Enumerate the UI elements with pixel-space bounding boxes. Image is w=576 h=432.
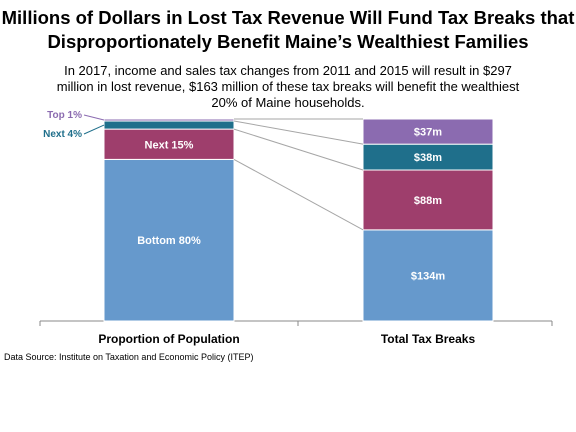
connector-line (233, 128, 364, 171)
data-label: Next 15% (145, 139, 194, 151)
data-label: Bottom 80% (137, 235, 201, 247)
connector-line (233, 158, 364, 231)
data-label: $38m (414, 152, 442, 164)
side-label-pointer (83, 114, 105, 121)
data-source-note: Data Source: Institute on Taxation and E… (4, 352, 254, 362)
title-line-2: Disproportionately Benefit Maine’s Wealt… (47, 31, 529, 52)
data-label: $134m (411, 270, 445, 282)
side-label-next-4: Next 4% (43, 129, 82, 140)
bar-segment-next-15-tax-breaks (362, 169, 494, 231)
connector-line (233, 120, 364, 145)
subtitle-line-2: million in lost revenue, $163 million of… (56, 79, 520, 94)
bar-segment-bottom-80-population (103, 158, 235, 322)
bar-segment-next-15-population (103, 128, 235, 160)
bar-segment-next-4-population (103, 120, 235, 130)
x-tick-label: Total Tax Breaks (381, 332, 476, 346)
bar-segment-bottom-80-tax-breaks (362, 229, 494, 322)
subtitle-line-3: 20% of Maine households. (211, 95, 365, 110)
side-label-pointer (83, 124, 105, 135)
subtitle-line-1: In 2017, income and sales tax changes fr… (64, 63, 512, 78)
data-label: $88m (414, 195, 442, 207)
chart-title: Millions of Dollars in Lost Tax Revenue … (0, 6, 576, 54)
bar-segment-top-1-tax-breaks (362, 118, 494, 145)
title-line-1: Millions of Dollars in Lost Tax Revenue … (1, 7, 575, 28)
chart-subtitle: In 2017, income and sales tax changes fr… (40, 63, 536, 111)
data-label: $37m (414, 127, 442, 139)
x-tick-label: Proportion of Population (98, 332, 239, 346)
side-label-top-1: Top 1% (47, 110, 82, 121)
bar-segment-top-1-population (103, 118, 235, 122)
